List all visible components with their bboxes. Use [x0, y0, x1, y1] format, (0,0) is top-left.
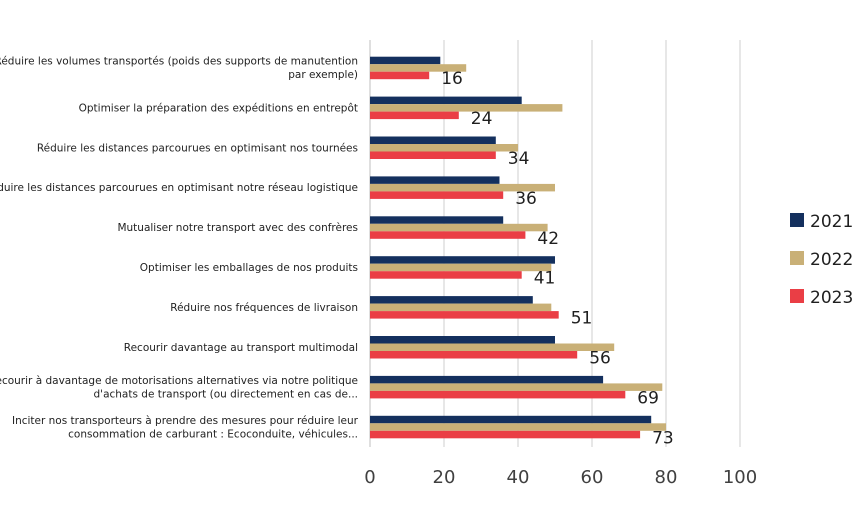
x-tick-label: 100 — [723, 467, 757, 488]
x-tick-label: 0 — [364, 467, 375, 488]
data-label-2023: 41 — [534, 269, 556, 289]
bar-2021 — [370, 336, 555, 344]
category-label: Réduire les distances parcourues en opti… — [37, 142, 358, 154]
category-label: Réduire les distances parcourues en opti… — [0, 182, 358, 194]
legend-swatch-2023 — [790, 289, 804, 303]
data-label-2023: 42 — [537, 229, 559, 249]
data-label-2023: 36 — [515, 189, 537, 209]
x-tick-label: 40 — [507, 467, 530, 488]
bar-2023 — [370, 71, 430, 80]
legend-swatch-2021 — [790, 213, 804, 227]
x-axis-tick-labels: 0 20 40 60 80 100 — [364, 467, 757, 488]
bar-2022 — [370, 64, 467, 72]
x-tick-label: 20 — [433, 467, 456, 488]
bar-2022 — [370, 104, 563, 112]
bar-2023 — [370, 390, 626, 399]
bar-2021 — [370, 216, 504, 224]
bar-2021 — [370, 375, 604, 384]
bar-2021 — [370, 96, 522, 105]
bar-2022 — [370, 303, 552, 312]
bar-2023 — [370, 271, 522, 279]
category-label: Réduire les volumes transportés (poids d… — [0, 56, 358, 82]
x-tick-label: 80 — [655, 467, 678, 488]
legend: 2021 2022 2023 — [790, 212, 853, 308]
bars — [370, 56, 666, 439]
category-label: Recourir davantage au transport multimod… — [124, 342, 358, 354]
data-label-2023: 16 — [441, 69, 463, 89]
bar-2023 — [370, 430, 641, 439]
data-label-2023: 34 — [508, 149, 530, 169]
x-tick-label: 60 — [581, 467, 604, 488]
bar-2022 — [370, 144, 518, 152]
bar-2021 — [370, 136, 496, 144]
legend-label-2022: 2022 — [810, 250, 853, 270]
bar-2022 — [370, 423, 666, 431]
bar-2022 — [370, 183, 555, 192]
category-label: Optimiser les emballages de nos produits — [140, 262, 358, 274]
bar-2023 — [370, 111, 459, 120]
category-label: Mutualiser notre transport avec des conf… — [117, 222, 358, 234]
bar-2023 — [370, 191, 504, 199]
data-label-2023: 73 — [652, 428, 674, 448]
bar-2022 — [370, 383, 663, 391]
data-label-2023: 56 — [589, 349, 611, 369]
legend-label-2023: 2023 — [810, 288, 853, 308]
category-label: Inciter nos transporteurs à prendre des … — [12, 415, 359, 441]
data-label-2023: 69 — [637, 388, 659, 408]
category-label: Recourir à davantage de motorisations al… — [0, 375, 358, 401]
bar-2021 — [370, 256, 555, 264]
bar-2021 — [370, 296, 533, 304]
bar-2021 — [370, 415, 652, 424]
data-label-2023: 51 — [571, 309, 593, 329]
bar-2023 — [370, 351, 578, 359]
bar-2023 — [370, 311, 559, 319]
bar-2023 — [370, 151, 496, 159]
legend-swatch-2022 — [790, 251, 804, 265]
legend-label-2021: 2021 — [810, 212, 853, 232]
bar-2022 — [370, 263, 552, 272]
bar-2022 — [370, 343, 615, 351]
bar-2022 — [370, 223, 548, 232]
category-label: Réduire nos fréquences de livraison — [170, 302, 358, 314]
category-labels: Réduire les volumes transportés (poids d… — [0, 56, 359, 441]
data-label-2023: 24 — [471, 109, 493, 129]
category-label: Optimiser la préparation des expéditions… — [79, 102, 358, 114]
bar-2023 — [370, 231, 526, 239]
bar-2021 — [370, 56, 441, 65]
bar-2021 — [370, 176, 500, 184]
